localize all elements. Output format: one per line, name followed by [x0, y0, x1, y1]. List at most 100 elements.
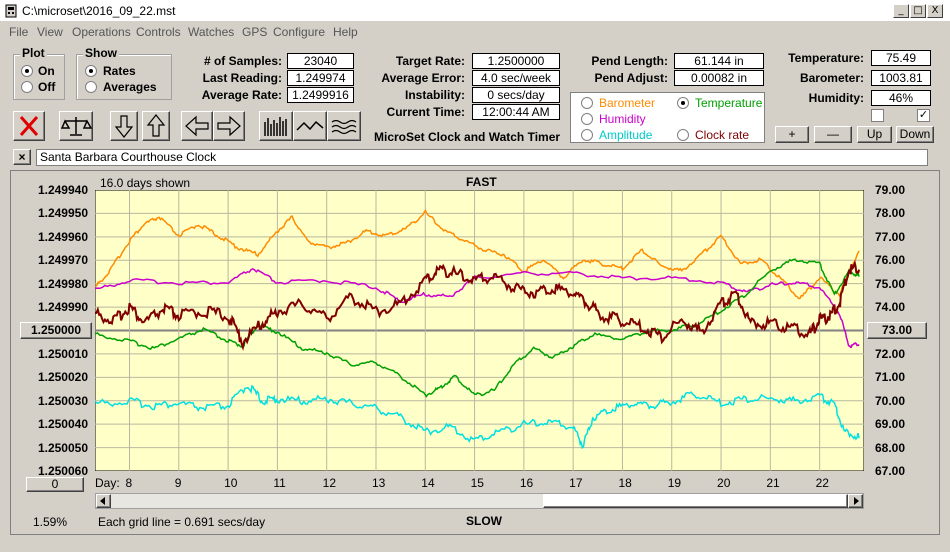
right-tick-label: 67.00 [875, 464, 906, 478]
arrow-left-icon [185, 115, 209, 137]
arrow-down-button[interactable] [110, 111, 138, 141]
scroll-right-button[interactable] [848, 494, 863, 508]
left-tick-label: 1.249980 [37, 276, 88, 291]
menu-operations[interactable]: Operations [72, 25, 131, 39]
clock-rate-legend-label: Clock rate [695, 128, 750, 142]
menu-gps[interactable]: GPS [242, 25, 268, 39]
show-group-title: Show [83, 46, 119, 60]
averages-radio[interactable] [85, 81, 97, 93]
menu-bar: File View Operations Controls Watches GP… [0, 22, 950, 42]
menu-watches[interactable]: Watches [188, 25, 235, 39]
left-tick-label: 1.250040 [37, 417, 88, 432]
plot-off-radio[interactable] [21, 81, 33, 93]
plot-on-label: On [38, 64, 55, 78]
right-tick-label: 75.00 [875, 276, 906, 291]
left-tick-label: 1.249960 [37, 229, 88, 244]
multi-wave-button[interactable] [327, 111, 361, 141]
pend-adjust-field[interactable]: 0.00082 in [674, 70, 764, 86]
pend-adjust-label: Pend Adjust: [594, 71, 668, 85]
pend-length-field[interactable]: 61.144 in [674, 53, 764, 69]
last-reading-field: 1.249974 [287, 70, 354, 86]
arrow-right-button[interactable] [213, 111, 245, 141]
day-tick-label: 9 [174, 476, 182, 490]
humidity-radio[interactable] [581, 113, 593, 125]
multi-wave-icon [331, 119, 357, 135]
scroll-left-button[interactable] [96, 494, 111, 508]
plot-off-label: Off [38, 80, 56, 94]
plot-on-radio[interactable] [21, 65, 33, 77]
left-tick-label: 1.249950 [37, 206, 88, 221]
right-tick-label: 77.00 [875, 229, 906, 244]
left-tick-label: 1.250050 [37, 440, 88, 455]
fast-label: FAST [466, 175, 497, 189]
wave-icon [296, 120, 324, 131]
minus-button[interactable]: — [814, 126, 852, 143]
samples-label: # of Samples: [203, 54, 282, 68]
arrow-right-icon [217, 115, 241, 137]
right-tick-label: 78.00 [875, 206, 906, 221]
clear-clock-button[interactable]: × [13, 149, 31, 165]
left-tick-label: 1.249970 [37, 253, 88, 268]
clock-name-input[interactable]: Santa Barbara Courthouse Clock [36, 149, 928, 166]
up-button[interactable]: Up [857, 126, 892, 143]
menu-view[interactable]: View [37, 25, 63, 39]
balance-button[interactable] [59, 111, 93, 141]
temperature-radio[interactable] [677, 97, 689, 109]
show-group [76, 54, 172, 100]
plus-button[interactable]: + [775, 126, 809, 143]
horizontal-scrollbar[interactable] [95, 493, 864, 509]
menu-configure[interactable]: Configure [273, 25, 326, 39]
stop-button[interactable] [13, 111, 45, 141]
amplitude-legend-label: Amplitude [599, 128, 653, 142]
rates-label: Rates [103, 64, 136, 78]
chart-series [95, 209, 861, 449]
day-tick-label: 15 [470, 476, 484, 490]
day-tick-label: 12 [322, 476, 337, 490]
offset-button[interactable]: 0 [26, 477, 84, 492]
plot-group-title: Plot [20, 46, 47, 60]
barometer-radio[interactable] [581, 97, 593, 109]
right-tick-label: 71.00 [875, 370, 906, 385]
amplitude-radio[interactable] [581, 129, 593, 141]
grid-note: Each grid line = 0.691 secs/day [98, 515, 266, 529]
app-title: MicroSet Clock and Watch Timer [374, 130, 561, 144]
average-rate-label: Average Rate: [201, 88, 282, 102]
close-window-button[interactable]: X [927, 4, 943, 18]
maximize-button[interactable]: □ [910, 4, 926, 18]
wave-button[interactable] [293, 111, 327, 141]
barometer-field: 1003.81 [871, 70, 931, 86]
left-tick-label: 1.250010 [37, 346, 88, 361]
averages-label: Averages [103, 80, 157, 94]
clock-rate-radio[interactable] [677, 129, 689, 141]
temperature-field: 75.49 [871, 50, 931, 66]
arrow-left-button[interactable] [181, 111, 213, 141]
chevron-right-icon [854, 497, 859, 505]
center-rate-button[interactable]: 1.250000 [20, 322, 92, 339]
plot-panel [10, 170, 940, 535]
down-button[interactable]: Down [896, 126, 934, 143]
stop-icon [19, 116, 39, 136]
left-tick-label: 1.250020 [37, 370, 88, 385]
menu-file[interactable]: File [9, 25, 29, 39]
menu-controls[interactable]: Controls [136, 25, 181, 39]
menu-help[interactable]: Help [333, 25, 358, 39]
percent-label: 1.59% [33, 515, 68, 529]
right-checkbox[interactable]: ✓ [917, 109, 930, 122]
target-rate-label: Target Rate: [395, 54, 465, 68]
temperature-label: Temperature: [788, 51, 864, 65]
minimize-button[interactable]: _ [893, 4, 909, 18]
day-tick-label: 20 [717, 476, 731, 490]
rates-radio[interactable] [85, 65, 97, 77]
arrow-up-button[interactable] [142, 111, 170, 141]
series-legend: Barometer Temperature Humidity Amplitude… [570, 92, 765, 143]
day-tick-label: 11 [273, 476, 286, 490]
series-amplitude [95, 384, 860, 449]
right-tick-label: 69.00 [875, 417, 906, 432]
scroll-thumb[interactable] [543, 494, 848, 508]
arrow-down-icon [114, 115, 134, 138]
center-temp-button[interactable]: 73.00 [867, 322, 927, 339]
window-title: C:\microset\2016_09_22.mst [22, 4, 176, 18]
bar-graph-button[interactable] [259, 111, 293, 141]
left-checkbox[interactable] [871, 109, 884, 122]
humidity-label: Humidity: [808, 91, 864, 105]
